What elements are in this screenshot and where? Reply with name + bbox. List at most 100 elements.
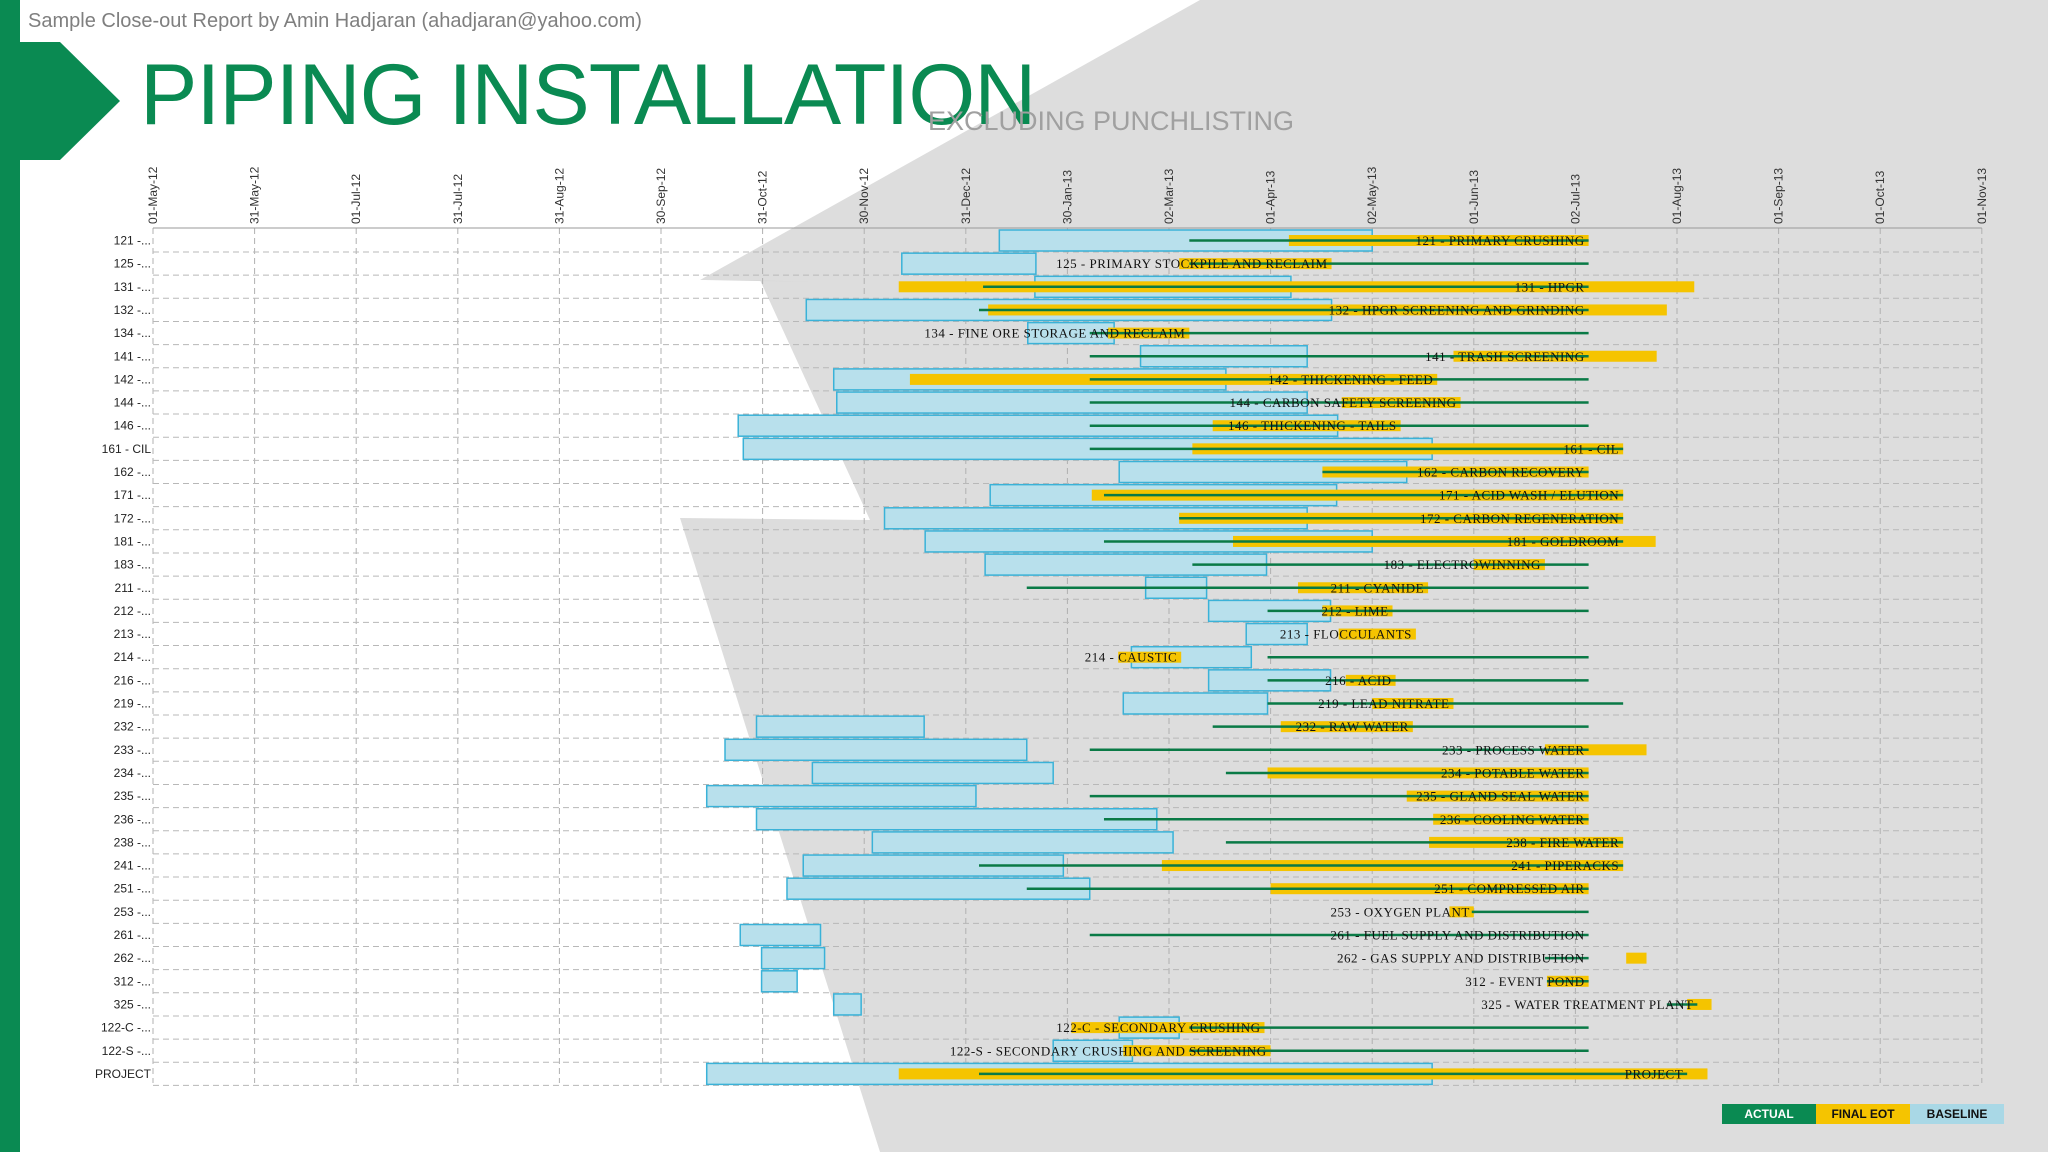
row-label: 251 -... [114, 882, 151, 896]
baseline-bar [832, 993, 862, 1016]
row-label: 121 -... [114, 234, 151, 248]
x-tick-label: 01-May-12 [146, 166, 160, 224]
bar-label: 214 - CAUSTIC [1085, 650, 1177, 665]
bar-label: 172 - CARBON REGENERATION [1420, 511, 1619, 526]
row-label: 238 -... [114, 835, 151, 849]
legend-item-baseline: BASELINE [1910, 1104, 2004, 1124]
final-eot-bar [1338, 628, 1416, 640]
row-label: 312 -... [114, 974, 151, 988]
final-eot-bar [1544, 744, 1647, 756]
row-label: 134 -... [114, 326, 151, 340]
row-label: 146 -... [114, 419, 151, 433]
bar-label: 121 - PRIMARY CRUSHING [1416, 233, 1585, 248]
baseline-bar [760, 946, 826, 970]
x-tick-label: 02-Jul-13 [1568, 174, 1582, 224]
bar-label: 146 - THICKENING - TAILS [1228, 418, 1397, 433]
bar-label: 262 - GAS SUPPLY AND DISTRIBUTION [1337, 951, 1585, 966]
bar-label: 219 - LEAD NITRATE [1318, 696, 1449, 711]
x-tick-label: 30-Sep-12 [654, 168, 668, 224]
bar-label: 162 - CARBON RECOVERY [1417, 465, 1585, 480]
row-label: 253 -... [114, 905, 151, 919]
legend-item-final-eot: FINAL EOT [1816, 1104, 1910, 1124]
row-label: 262 -... [114, 951, 151, 965]
bar-label: 132 - HPGR SCREENING AND GRINDING [1329, 302, 1585, 317]
x-tick-label: 02-Mar-13 [1162, 168, 1176, 224]
bar-label: 161 - CIL [1563, 441, 1619, 456]
chart-legend: ACTUAL FINAL EOT BASELINE [1722, 1104, 2004, 1124]
row-label: 219 -... [114, 697, 151, 711]
baseline-bar [1122, 692, 1269, 715]
row-label: 241 -... [114, 859, 151, 873]
bar-label: 183 - ELECTROWINNING [1384, 557, 1541, 572]
row-label: 261 -... [114, 928, 151, 942]
x-tick-label: 01-Apr-13 [1264, 170, 1278, 224]
x-tick-label: 31-Aug-12 [552, 168, 566, 224]
baseline-bar [760, 970, 798, 993]
baseline-bar [724, 738, 1028, 762]
bar-label: 216 - ACID [1325, 673, 1391, 688]
x-tick-label: 01-Jul-12 [349, 174, 363, 224]
report-attribution: Sample Close-out Report by Amin Hadjaran… [28, 10, 642, 32]
baseline-bar [1245, 622, 1308, 646]
row-label: 162 -... [114, 465, 151, 479]
row-label: 172 -... [114, 511, 151, 525]
row-label: 325 -... [114, 997, 151, 1011]
row-label: 214 -... [114, 650, 151, 664]
page-subtitle: EXCLUDING PUNCHLISTING [928, 106, 1295, 136]
bar-label: 312 - EVENT POND [1465, 974, 1584, 989]
row-label: 212 -... [114, 604, 151, 618]
left-green-edge [0, 0, 20, 1152]
bar-label: 236 - COOLING WATER [1440, 812, 1585, 827]
x-tick-label: 30-Nov-12 [857, 168, 871, 224]
bar-label: 233 - PROCESS WATER [1442, 742, 1585, 757]
grey-band-top [705, 280, 812, 282]
bar-label: 235 - GLAND SEAL WATER [1416, 789, 1584, 804]
x-axis-ticks: 01-May-12 31-May-12 01-Jul-12 31-Jul-12 31-A… [146, 166, 1989, 224]
chevron-right-icon [20, 42, 120, 160]
bar-label: 171 - ACID WASH / ELUTION [1439, 488, 1619, 503]
gantt-bars: 121 - PRIMARY CRUSHING 125 - PRIMARY STOC… [705, 229, 1712, 1086]
x-tick-label: 01-Jun-13 [1467, 170, 1481, 224]
bar-label: 142 - THICKENING - FEED [1268, 372, 1433, 387]
final-eot-bar [1449, 906, 1474, 918]
bar-label: 122-S - SECONDARY CRUSHING AND SCREENING [950, 1043, 1267, 1058]
bar-label: 251 - COMPRESSED AIR [1434, 881, 1585, 896]
final-eot-bar [1118, 651, 1182, 663]
bar-label: 238 - FIRE WATER [1506, 835, 1619, 850]
row-label: 132 -... [114, 303, 151, 317]
x-tick-label: 31-Oct-12 [756, 170, 770, 224]
bar-label: 325 - WATER TREATMENT PLANT [1481, 997, 1693, 1012]
baseline-bar [811, 761, 1054, 785]
bar-label: 122-C - SECONDARY CRUSHING [1056, 1020, 1260, 1035]
baseline-bar [739, 923, 822, 947]
row-label: 141 -... [114, 349, 151, 363]
x-tick-label: 02-May-13 [1365, 166, 1379, 224]
final-eot-bar [1687, 998, 1712, 1010]
row-label: 161 - CIL [102, 442, 152, 456]
x-tick-label: 01-Nov-13 [1975, 168, 1989, 224]
row-label: 183 -... [114, 558, 151, 572]
baseline-bar [901, 252, 1037, 275]
final-eot-bar [1071, 1022, 1265, 1034]
x-tick-label: 31-May-12 [248, 166, 262, 224]
row-label: 232 -... [114, 720, 151, 734]
x-tick-label: 01-Sep-13 [1772, 168, 1786, 224]
bar-label: PROJECT [1625, 1066, 1683, 1081]
gridlines [152, 227, 1983, 1086]
row-label: 234 -... [114, 766, 151, 780]
page-title: PIPING INSTALLATION [140, 47, 1036, 143]
legend-item-actual: ACTUAL [1722, 1104, 1816, 1124]
bar-label: 131 - HPGR [1515, 279, 1585, 294]
baseline-bar [755, 808, 1158, 831]
bar-label: 134 - FINE ORE STORAGE AND RECLAIM [924, 326, 1185, 341]
row-label: 144 -... [114, 396, 151, 410]
row-label: 213 -... [114, 627, 151, 641]
baseline-bar [871, 831, 1174, 854]
title-arrow-icon [20, 42, 120, 160]
row-label: 181 -... [114, 534, 151, 548]
row-label: 125 -... [114, 257, 151, 271]
row-label: 236 -... [114, 812, 151, 826]
x-tick-label: 01-Oct-13 [1873, 170, 1887, 224]
bar-label: 232 - RAW WATER [1296, 719, 1409, 734]
bar-label: 211 - CYANIDE [1331, 580, 1424, 595]
